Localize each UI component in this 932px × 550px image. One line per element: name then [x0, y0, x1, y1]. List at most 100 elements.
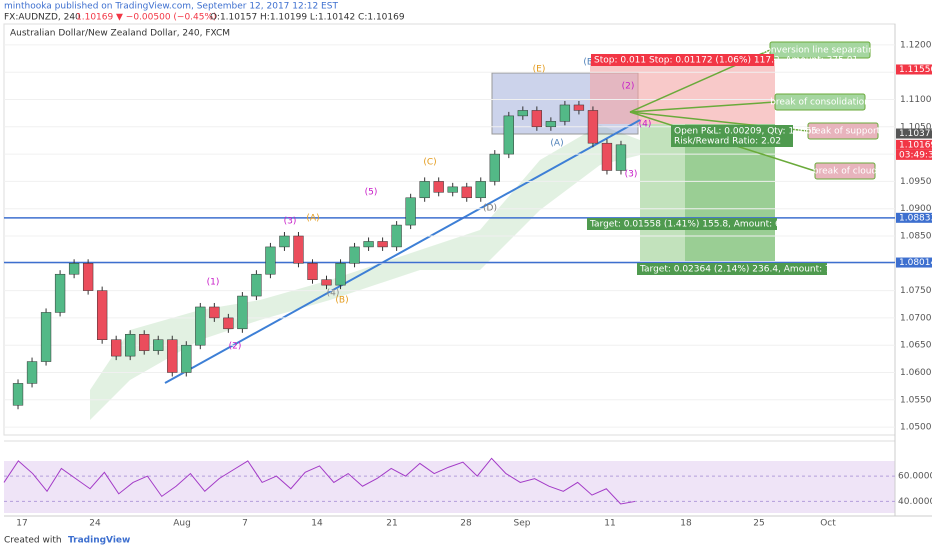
candle: [181, 344, 192, 373]
price-tag-label: 1.10377: [899, 129, 932, 139]
price-tag-label: 1.10169: [899, 140, 932, 150]
y-tick-label: 1.06500: [900, 341, 932, 351]
y-tick-label: 1.09000: [900, 204, 932, 214]
annotation: break of support: [806, 127, 881, 137]
x-tick-label: Sep: [514, 519, 531, 529]
candle: [237, 295, 248, 330]
position-label: Target: 0.02364 (2.14%) 236.4, Amount: 7…: [639, 265, 857, 275]
candle: [265, 246, 276, 275]
position-label-bg: [587, 218, 777, 230]
candle: [321, 279, 332, 286]
candle: [349, 246, 360, 264]
wave-label: (B): [335, 296, 348, 306]
chart-title: Australian Dollar/New Zealand Dollar, 24…: [10, 29, 230, 39]
y-tick-label: 1.08500: [900, 231, 932, 241]
x-tick-label: 11: [604, 519, 615, 529]
wave-label: (5): [365, 188, 378, 198]
price-tag: [896, 257, 932, 268]
y-tick-label: 1.05000: [900, 423, 932, 433]
candle: [475, 181, 486, 199]
candle: [223, 317, 234, 330]
position-label: Target: 0.01558 (1.41%) 155.8, Amount: 6…: [589, 220, 807, 230]
candle: [503, 115, 514, 155]
candle: [293, 235, 304, 264]
position-label: Risk/Reward Ratio: 2.02: [674, 137, 781, 147]
annotation-box: [769, 41, 871, 59]
x-tick-label: 14: [311, 519, 323, 529]
candle: [307, 263, 318, 280]
candle: [587, 110, 599, 144]
wave-label: (1): [207, 278, 220, 288]
candle: [405, 197, 416, 226]
position-label: Open P&L: 0.00209, Qty: 10665: [674, 127, 817, 137]
candle: [573, 104, 585, 111]
price-tag: [896, 64, 932, 75]
candle: [433, 181, 444, 193]
candle: [209, 306, 220, 319]
wave-label: (A): [550, 139, 563, 149]
rsi-line: [3, 457, 636, 505]
candle: [195, 306, 206, 346]
rsi-band: [4, 461, 895, 513]
x-tick-label: 21: [386, 519, 397, 529]
y-tick-label: 1.07000: [900, 313, 932, 323]
candle: [153, 339, 164, 351]
publisher: minthooka published on TradingView.com, …: [4, 2, 338, 12]
position-label: Stop: 0.0117: [594, 56, 652, 66]
x-tick-label: 25: [753, 519, 764, 529]
candle: [461, 186, 472, 199]
candle: [615, 144, 627, 171]
y-tick-label: 1.07500: [900, 286, 932, 296]
wave-label: (C): [423, 158, 436, 168]
candle: [363, 241, 374, 248]
position-label: Stop: 0.01172 (1.06%) 117.2, Amount: 375…: [649, 56, 858, 66]
y-tick-label: 1.12000: [900, 40, 932, 50]
annotation: break of consolidation: [770, 98, 870, 108]
x-tick-label: 7: [242, 519, 248, 529]
candle: [531, 110, 543, 128]
stop-zone: [590, 60, 775, 124]
wave-label: (A): [306, 214, 319, 224]
change: ▼ −0.00500 (−0.45%): [116, 13, 217, 23]
position-label-bg: [591, 54, 646, 66]
position-label-bg: [671, 125, 793, 137]
candle: [139, 334, 150, 351]
ohlc: O:1.10157 H:1.10199 L:1.10142 C:1.10169: [210, 13, 405, 23]
footer-created: Created with: [4, 536, 62, 546]
candle: [12, 383, 24, 406]
price-tag: [896, 128, 932, 139]
y-tick-label: 1.09500: [900, 177, 932, 187]
position-label-bg: [646, 54, 774, 66]
wave-label: (B): [583, 58, 596, 68]
countdown-tag: [896, 149, 932, 160]
price-tag: [896, 139, 932, 150]
candle: [419, 181, 430, 199]
candle: [251, 273, 262, 297]
symbol: FX:AUDNZD, 240: [4, 13, 81, 23]
y-tick-label: 1.10500: [900, 122, 932, 132]
candle: [167, 339, 178, 373]
wave-label: (D): [483, 204, 497, 214]
wave-label: (E): [533, 65, 546, 75]
wave-label: (3): [284, 217, 297, 227]
rsi-tick-label: 60.0000: [898, 472, 932, 482]
price-tag: [896, 212, 932, 223]
y-tick-label: 1.06000: [900, 368, 932, 378]
x-tick-label: Oct: [820, 519, 836, 529]
annotation-box: [807, 122, 879, 140]
candle: [68, 263, 80, 275]
candle: [125, 334, 136, 357]
y-tick-label: 1.05500: [900, 395, 932, 405]
candle: [111, 339, 122, 357]
annotation-box: [774, 93, 866, 111]
candle: [82, 263, 94, 291]
position-label-bg: [671, 135, 793, 147]
candle: [391, 224, 402, 248]
wave-label: (4): [327, 289, 340, 299]
position-label-bg: [637, 263, 827, 275]
candle: [377, 241, 388, 248]
wave-label: (4): [639, 120, 652, 130]
wave-label: (3): [625, 170, 638, 180]
annotation-box: [814, 162, 876, 180]
